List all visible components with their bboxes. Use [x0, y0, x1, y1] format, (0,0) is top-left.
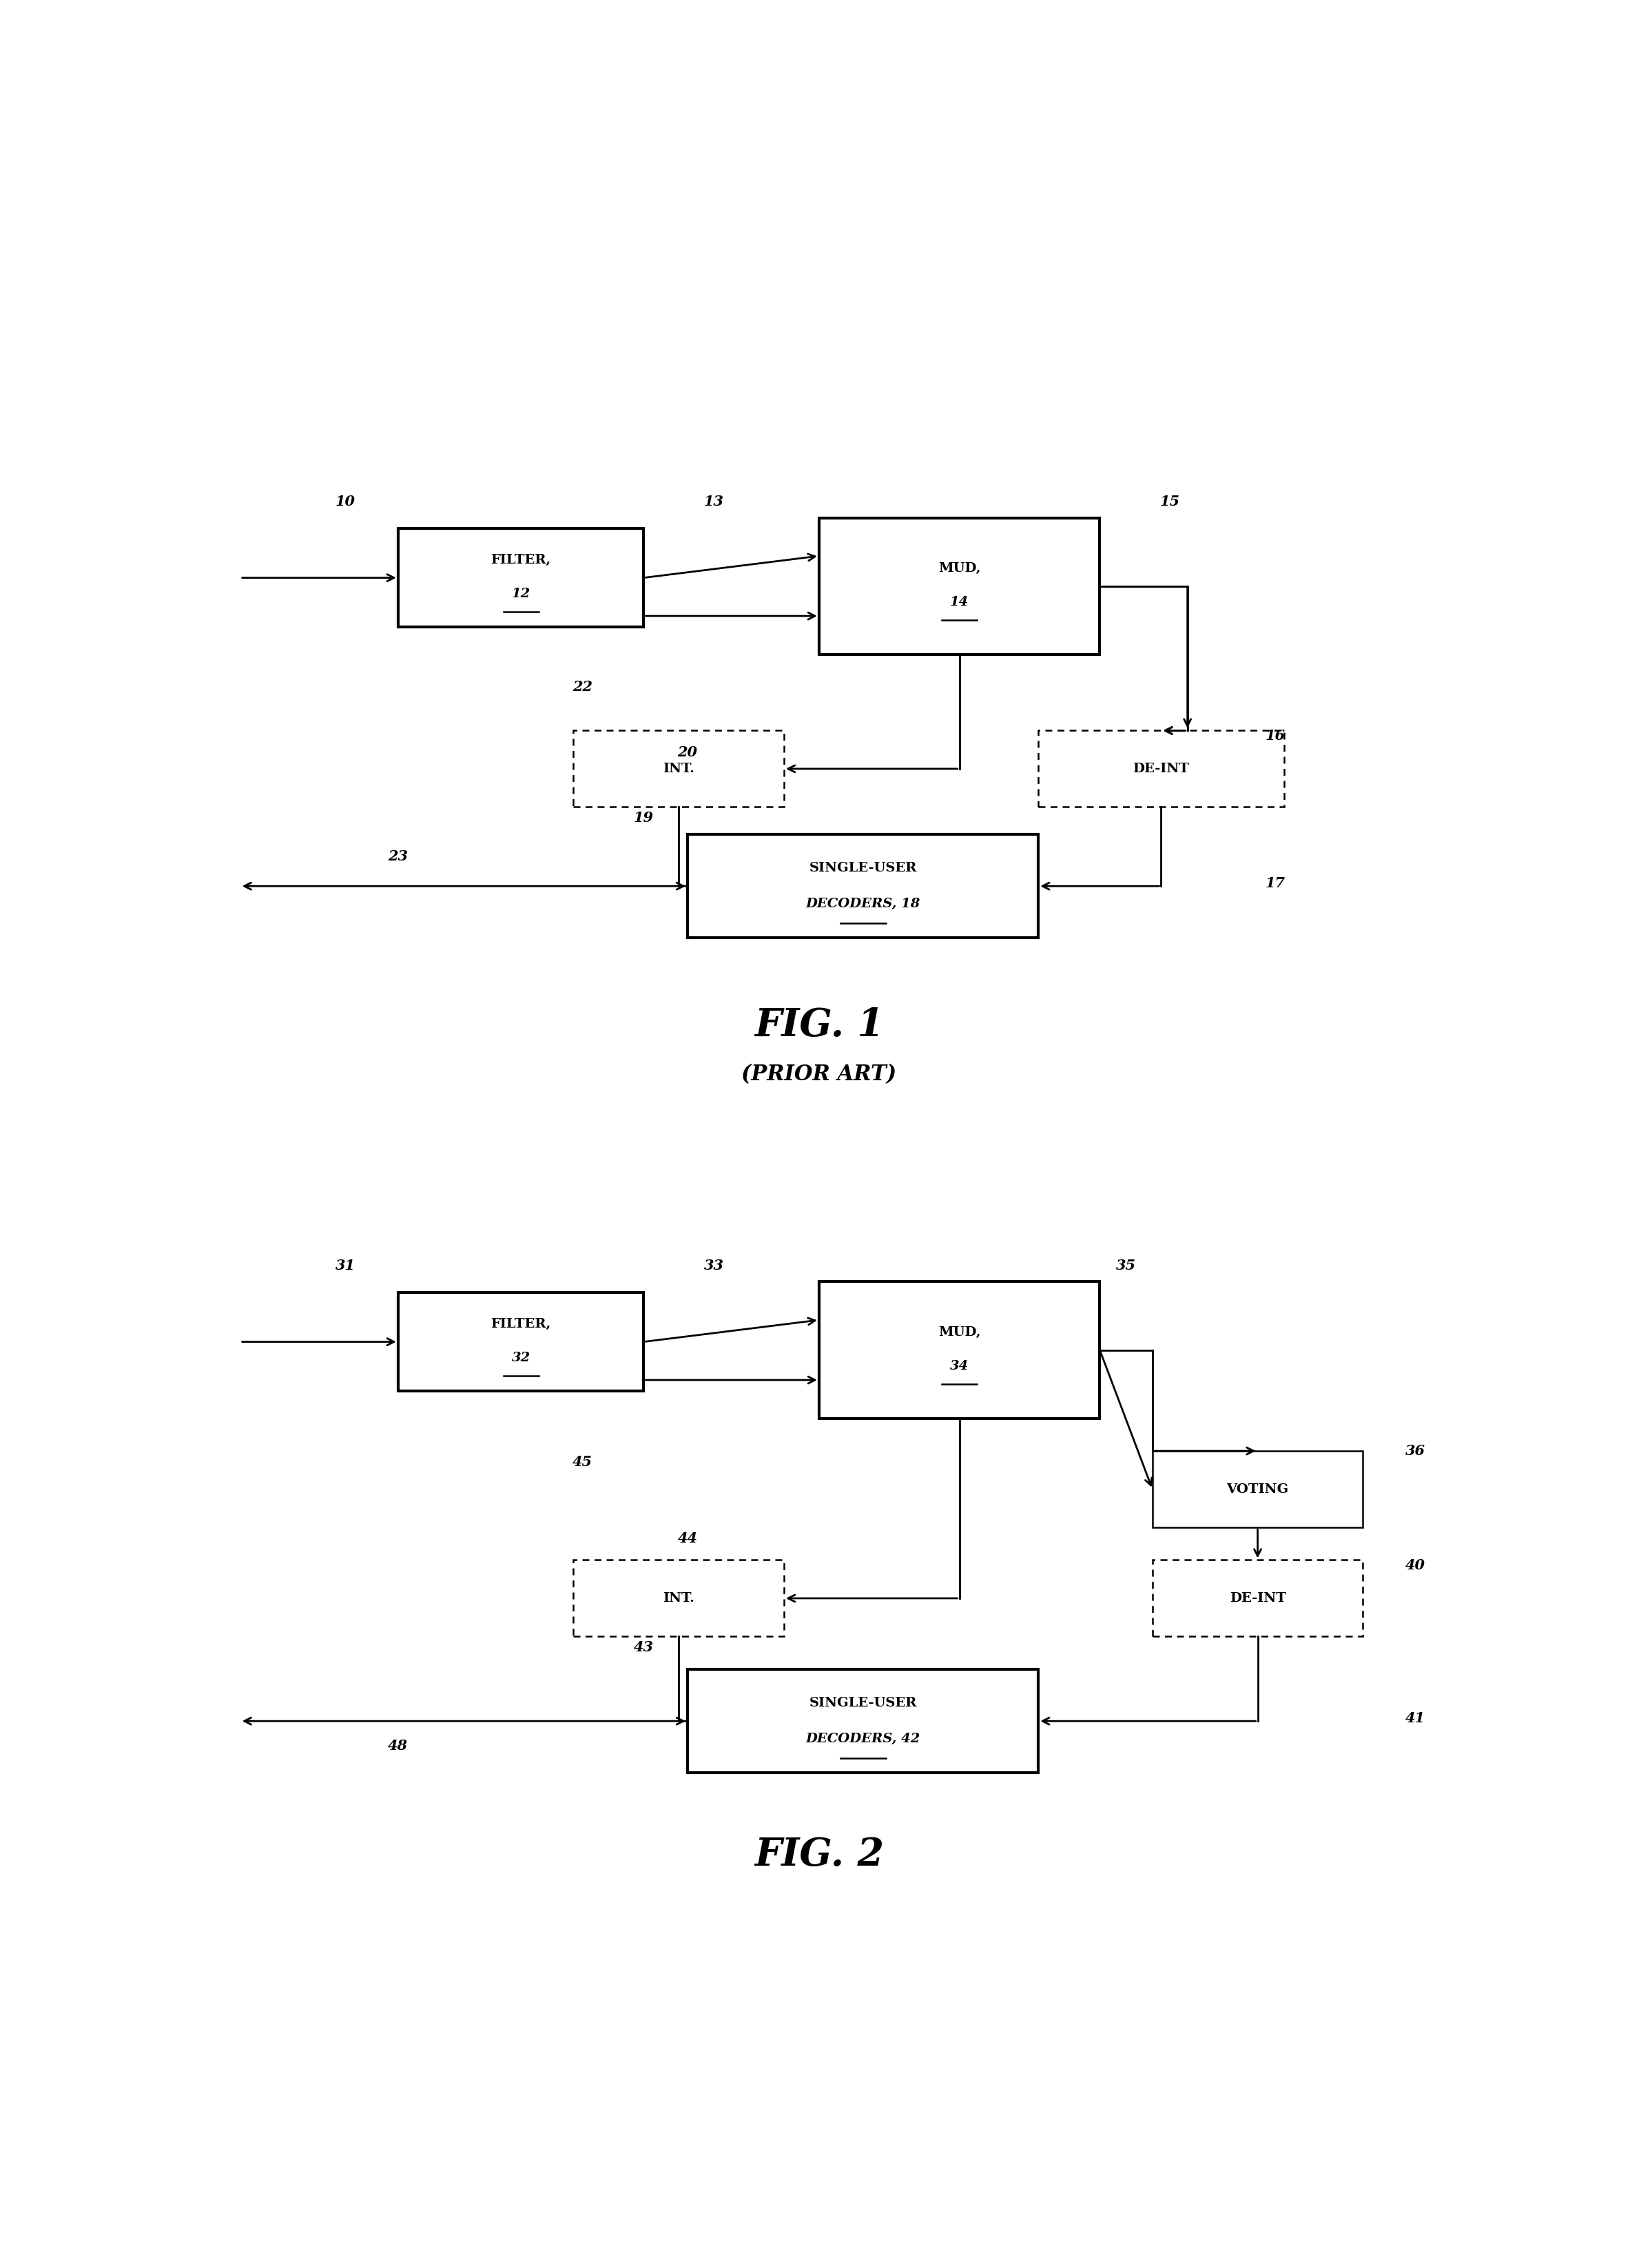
Bar	[573, 1560, 784, 1637]
Bar	[1152, 1452, 1364, 1526]
Text: 14: 14	[950, 596, 968, 608]
Text: 20: 20	[678, 746, 697, 760]
Text: SINGLE-USER: SINGLE-USER	[809, 1696, 917, 1710]
Bar	[688, 1669, 1039, 1774]
Text: FILTER,: FILTER,	[491, 1318, 551, 1331]
Text: DECODERS, 18: DECODERS, 18	[806, 898, 921, 909]
Text: 31: 31	[335, 1259, 356, 1272]
Text: 32: 32	[512, 1352, 530, 1365]
Text: 15: 15	[1160, 494, 1180, 508]
Text: 40: 40	[1405, 1558, 1426, 1572]
Bar	[1152, 1560, 1364, 1637]
Text: 33: 33	[704, 1259, 724, 1272]
Text: 44: 44	[678, 1531, 697, 1545]
Text: INT.: INT.	[663, 1592, 694, 1603]
Bar	[573, 730, 784, 807]
Text: MUD,: MUD,	[939, 562, 981, 574]
Text: 23: 23	[387, 848, 409, 864]
Text: (PRIOR ART): (PRIOR ART)	[742, 1064, 896, 1084]
Text: SINGLE-USER: SINGLE-USER	[809, 862, 917, 873]
Text: 45: 45	[573, 1456, 592, 1470]
Text: MUD,: MUD,	[939, 1327, 981, 1338]
Text: 10: 10	[335, 494, 356, 508]
Text: INT.: INT.	[663, 762, 694, 776]
Text: 34: 34	[950, 1361, 968, 1372]
Bar	[1039, 730, 1283, 807]
Text: FIG. 1: FIG. 1	[755, 1007, 884, 1043]
Text: DE-INT: DE-INT	[1132, 762, 1190, 776]
Text: 16: 16	[1265, 728, 1285, 744]
Text: 12: 12	[512, 587, 530, 601]
Text: DECODERS, 42: DECODERS, 42	[806, 1733, 921, 1746]
Text: 17: 17	[1265, 875, 1285, 891]
Text: FILTER,: FILTER,	[491, 553, 551, 567]
Text: FIG. 2: FIG. 2	[755, 1835, 884, 1873]
Bar	[688, 835, 1039, 939]
Text: 41: 41	[1405, 1712, 1426, 1726]
Text: 36: 36	[1405, 1445, 1426, 1458]
Text: VOTING: VOTING	[1226, 1483, 1288, 1495]
Bar	[399, 528, 643, 626]
Text: 48: 48	[387, 1740, 409, 1753]
Bar	[399, 1293, 643, 1390]
Text: 43: 43	[633, 1640, 653, 1653]
Text: 13: 13	[704, 494, 724, 508]
Bar	[819, 1281, 1099, 1418]
Bar	[819, 517, 1099, 653]
Text: 19: 19	[633, 812, 653, 826]
Text: 22: 22	[573, 680, 592, 694]
Text: DE-INT: DE-INT	[1229, 1592, 1287, 1603]
Text: 35: 35	[1116, 1259, 1136, 1272]
